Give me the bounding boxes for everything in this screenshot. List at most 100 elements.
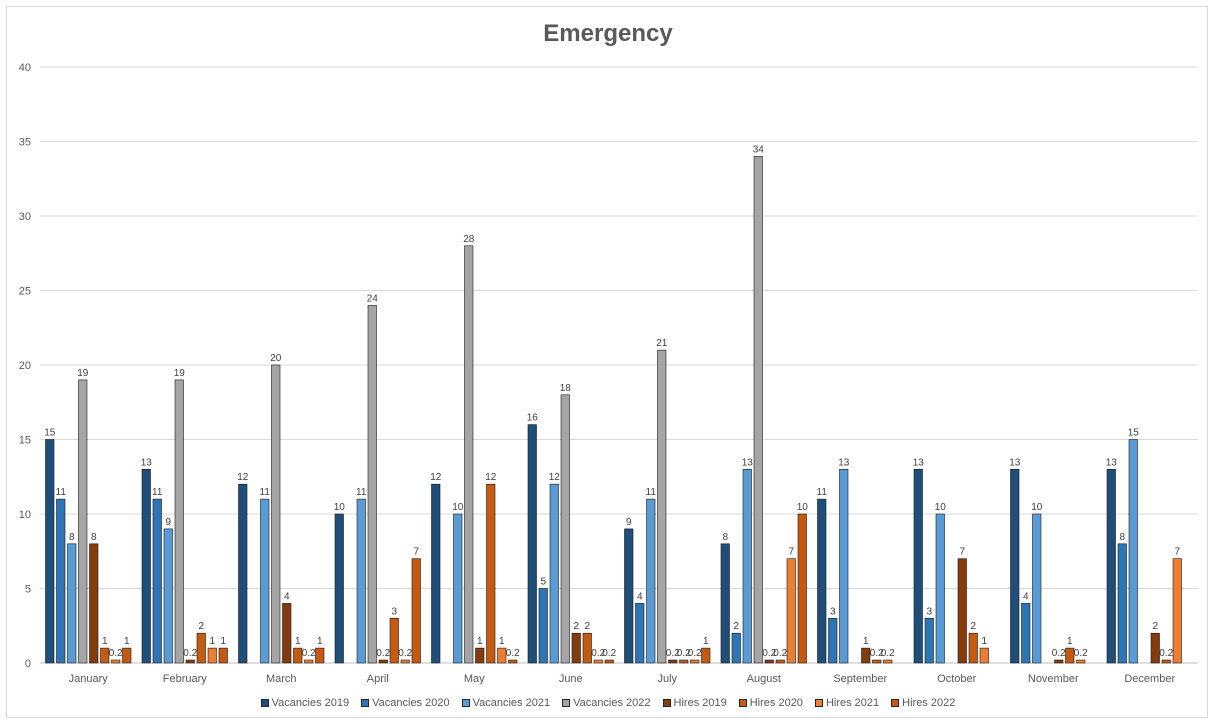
data-label: 2 [584,621,590,632]
bar [839,468,849,664]
bar [753,156,763,664]
data-label: 1 [295,636,301,647]
bar [497,647,507,664]
x-tick-label: January [69,673,109,685]
data-label: 11 [56,487,67,498]
data-label: 7 [413,547,419,558]
data-label: 11 [356,487,367,498]
data-label: 0.2 [881,648,895,659]
data-label: 13 [1106,457,1118,468]
bar [731,632,741,664]
bar [389,617,399,664]
data-label: 8 [69,532,75,543]
bar [100,647,110,664]
bar [690,659,700,664]
data-label: 4 [284,591,290,602]
x-tick-label: April [367,673,389,685]
bar [679,659,689,664]
data-label: 9 [165,517,171,528]
data-label: 4 [637,591,643,602]
data-label: 2 [573,621,579,632]
bar [957,558,967,664]
bar [282,603,292,664]
x-tick-label: October [937,673,976,685]
bar [1128,439,1138,664]
bar [1161,659,1171,664]
bar [356,498,366,664]
bar [218,647,228,664]
data-label: 7 [788,547,794,558]
data-label: 1 [209,636,215,647]
bar [624,528,634,664]
data-label: 9 [626,517,632,528]
bar [701,647,711,664]
data-label: 28 [463,234,475,245]
bar [1065,647,1075,664]
bar [486,483,496,664]
bar [293,647,303,664]
data-label: 3 [926,606,932,617]
bar [89,543,99,664]
bar [1010,468,1020,664]
bar [786,558,796,664]
data-label: 10 [452,502,464,513]
data-label: 12 [549,472,561,483]
data-label: 5 [540,577,546,588]
data-label: 1 [981,636,987,647]
bar [883,659,893,664]
legend-label: Hires 2019 [673,697,727,709]
bar [861,647,871,664]
data-label: 0.2 [109,648,123,659]
bar [304,659,314,664]
chart-area [6,6,1208,718]
data-label: 0.2 [376,648,390,659]
y-tick-label: 40 [19,62,31,74]
legend-label: Hires 2020 [749,697,803,709]
bar [122,647,132,664]
bar [1076,659,1086,664]
data-label: 8 [722,532,728,543]
data-label: 0.2 [773,648,787,659]
data-label: 13 [1009,457,1021,468]
legend-label: Vacancies 2021 [472,697,551,709]
bar [582,632,592,664]
data-label: 11 [646,487,657,498]
bar [1106,468,1116,664]
data-label: 1 [1067,636,1073,647]
data-label: 0.2 [302,648,316,659]
bar [45,439,55,664]
data-label: 11 [817,487,828,498]
data-label: 0.2 [666,648,680,659]
data-label: 2 [1152,621,1158,632]
x-tick-label: August [747,673,781,685]
data-label: 12 [430,472,442,483]
legend-item: Hires 2020 [738,697,803,709]
data-label: 10 [935,502,947,513]
bar [185,659,195,664]
bar [593,659,603,664]
data-label: 0.2 [506,648,520,659]
bar [668,659,678,664]
bar [464,245,474,664]
bar [968,632,978,664]
bar [538,588,548,664]
chart-title: Emergency [543,20,673,47]
bar [315,647,325,664]
data-label: 19 [77,368,89,379]
legend-swatch [361,699,370,707]
bar [935,513,945,664]
data-label: 21 [656,338,668,349]
legend-item: Vacancies 2021 [461,697,551,709]
data-label: 0.2 [762,648,776,659]
bar [720,543,730,664]
data-label: 1 [220,636,226,647]
bar [979,647,989,664]
data-label: 1 [124,636,130,647]
bar [764,659,774,664]
bar [207,647,217,664]
bar [775,659,785,664]
data-label: 0.2 [677,648,691,659]
data-label: 18 [560,383,572,394]
bar [508,659,518,664]
data-label: 8 [1119,532,1125,543]
